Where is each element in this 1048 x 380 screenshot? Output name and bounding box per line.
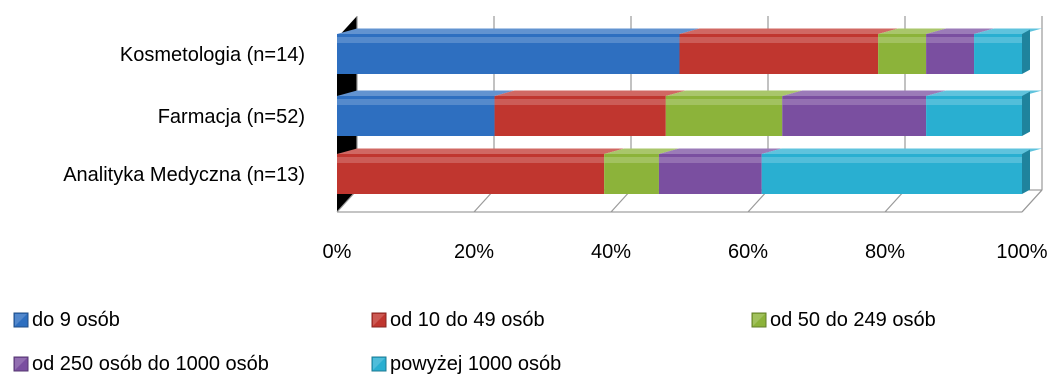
- bar-segment: [337, 148, 625, 194]
- legend-label: od 250 osób do 1000 osób: [32, 353, 269, 375]
- bar-series: [337, 28, 1042, 194]
- x-tick-label: 80%: [865, 241, 905, 263]
- legend-label: od 10 do 49 osób: [390, 309, 545, 331]
- bar-top: [337, 148, 625, 154]
- bar-highlight: [782, 99, 927, 105]
- bar-highlight: [337, 157, 605, 163]
- bar-end-cap: [1022, 149, 1030, 194]
- legend-swatch-shine: [373, 314, 385, 326]
- bar-top: [782, 90, 947, 96]
- bar-highlight: [337, 99, 495, 105]
- legend-item: powyżej 1000 osób: [371, 353, 561, 375]
- bar-top: [761, 148, 1042, 154]
- bar-segment: [679, 28, 899, 74]
- category-label: Analityka Medyczna (n=13): [63, 164, 305, 186]
- bar-segment: [974, 28, 1042, 75]
- x-tick-label: 60%: [728, 241, 768, 263]
- bar-highlight: [665, 99, 783, 105]
- x-tick-label: 40%: [591, 241, 631, 263]
- bar-segment: [782, 90, 947, 136]
- bar-segment: [761, 148, 1042, 194]
- bar-highlight: [761, 157, 1022, 163]
- bar-top: [337, 28, 700, 34]
- category-label: Kosmetologia (n=14): [120, 44, 305, 66]
- bar-top: [337, 90, 515, 96]
- legend-item: od 250 osób do 1000 osób: [13, 353, 269, 375]
- bar-row: [337, 90, 1042, 136]
- bar-highlight: [878, 37, 927, 43]
- bar-highlight: [926, 99, 1022, 105]
- x-axis-tick-labels: 0% 20% 40% 60% 80% 100%: [323, 241, 1048, 263]
- bar-segment: [494, 90, 686, 136]
- bar-top: [926, 90, 1042, 96]
- bar-segment: [926, 90, 1042, 136]
- bar-highlight: [604, 157, 659, 163]
- legend: do 9 osób od 10 do 49 osób od 50 do 249 os…: [13, 309, 936, 375]
- bar-highlight: [679, 37, 879, 43]
- bar-segment: [658, 148, 782, 194]
- x-tick-label: 0%: [323, 241, 352, 263]
- bar-top: [494, 90, 686, 96]
- bar-row: [337, 28, 1042, 75]
- legend-item: od 10 do 49 osób: [371, 309, 545, 331]
- legend-swatch-shine: [15, 358, 27, 370]
- category-label: Farmacja (n=52): [158, 106, 305, 128]
- bar-segment: [337, 28, 700, 74]
- legend-item: od 50 do 249 osób: [751, 309, 936, 331]
- bar-segment: [926, 28, 995, 74]
- category-labels: Kosmetologia (n=14) Farmacja (n=52) Analit…: [63, 44, 305, 186]
- legend-item: do 9 osób: [13, 309, 120, 331]
- bar-top: [604, 148, 679, 154]
- bar-top: [665, 90, 803, 96]
- legend-label: do 9 osób: [32, 309, 120, 331]
- bar-end-cap: [1022, 91, 1030, 136]
- legend-swatch-shine: [373, 358, 385, 370]
- legend-swatch-shine: [753, 314, 765, 326]
- bar-segment: [337, 90, 515, 136]
- legend-label: powyżej 1000 osób: [390, 353, 561, 375]
- bar-row: [337, 148, 1042, 194]
- bar-segment: [665, 90, 803, 136]
- bar-highlight: [926, 37, 975, 43]
- x-tick-label: 100%: [996, 241, 1047, 263]
- bar-top: [878, 28, 947, 34]
- bar-segment: [878, 28, 947, 74]
- bar-highlight: [337, 37, 680, 43]
- legend-swatch-shine: [15, 314, 27, 326]
- bar-segment: [604, 148, 679, 194]
- bar-highlight: [494, 99, 666, 105]
- bar-top: [926, 28, 995, 34]
- bar-end-cap: [1022, 29, 1030, 75]
- gridline-floor: [1021, 189, 1043, 213]
- bar-top: [679, 28, 899, 34]
- bar-highlight: [658, 157, 762, 163]
- x-tick-label: 20%: [454, 241, 494, 263]
- bar-highlight: [974, 37, 1022, 43]
- bar-top: [658, 148, 782, 154]
- legend-label: od 50 do 249 osób: [770, 309, 936, 331]
